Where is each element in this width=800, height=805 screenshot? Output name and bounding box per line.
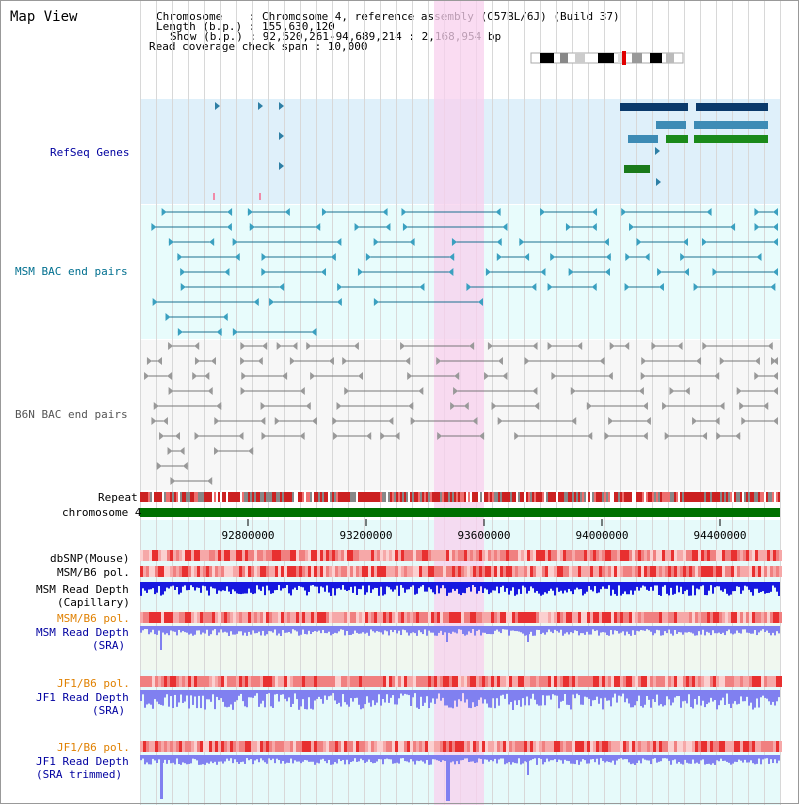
page-title: Map View (10, 9, 78, 25)
track-label-chromosome: chromosome 4 (62, 506, 142, 519)
track-label-b6n-bac: B6N BAC end pairs (15, 408, 128, 421)
track-label-msm-pol-2: MSM/B6 pol. (57, 612, 130, 625)
track-label-jf1-depth-trim: JF1 Read Depth (36, 755, 129, 768)
track-label-msm-pol-1: MSM/B6 pol. (57, 566, 130, 579)
b6n-bac-pairs[interactable] (144, 342, 778, 485)
track-label-jf1-pol-1: JF1/B6 pol. (57, 677, 130, 690)
polymorphism-tracks (140, 550, 782, 752)
chromosome-ideogram[interactable] (530, 51, 684, 65)
ruler-tick-label: 92800000 (222, 529, 275, 542)
track-label-msm-bac: MSM BAC end pairs (15, 265, 128, 278)
chromosome-bar (140, 508, 780, 517)
ruler-tick-label: 94000000 (576, 529, 629, 542)
track-label-jf1-depth-sra: JF1 Read Depth (36, 691, 129, 704)
highlight-region[interactable] (434, 0, 484, 805)
track-label-msm-depth-sra: MSM Read Depth (36, 626, 129, 639)
coverage-info: Read coverage check span : 10,000 (149, 40, 368, 53)
refseq-genes[interactable] (213, 102, 768, 200)
repeat-track (140, 492, 780, 502)
track-label-msm-depth-cap-2: (Capillary) (57, 596, 130, 609)
msm-bac-pairs[interactable] (151, 208, 778, 336)
track-label-jf1-depth-trim-2: (SRA trimmed) (36, 768, 123, 781)
track-label-refseq: RefSeq Genes (50, 146, 130, 159)
track-label-jf1-depth-sra-2: (SRA) (92, 704, 126, 717)
ruler-tick-label: 93600000 (458, 529, 511, 542)
track-label-msm-depth-sra-2: (SRA) (92, 639, 126, 652)
track-label-dbsnp: dbSNP(Mouse) (50, 552, 130, 565)
track-label-jf1-pol-2: JF1/B6 pol. (57, 741, 130, 754)
ruler-tick-label: 94400000 (694, 529, 747, 542)
track-label-repeat: Repeat (98, 491, 138, 504)
read-depth-tracks (140, 582, 780, 801)
ruler-tick-label: 93200000 (340, 529, 393, 542)
track-label-msm-depth-cap: MSM Read Depth (36, 583, 129, 596)
position-ruler: 92800000 93200000 93600000 94000000 94400000 (222, 519, 747, 542)
